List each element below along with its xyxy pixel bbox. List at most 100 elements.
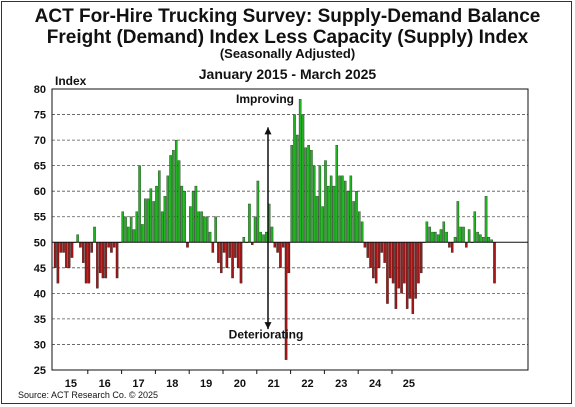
bar (211, 242, 215, 253)
y-tick-label: 25 (34, 365, 46, 377)
annotation-deteriorating: Deteriorating (229, 327, 304, 341)
bar (439, 229, 443, 243)
bar (290, 145, 293, 243)
bar (163, 196, 167, 243)
bar (327, 185, 330, 243)
bar (369, 242, 372, 268)
bar (138, 165, 141, 243)
bar (104, 242, 108, 279)
bar (465, 242, 468, 248)
bar (112, 242, 116, 248)
annotation-improving: Improving (236, 92, 294, 106)
bar (335, 145, 339, 243)
bar (180, 185, 184, 243)
bar (124, 216, 127, 243)
bar (434, 231, 437, 243)
bar (310, 150, 313, 243)
bar (380, 242, 384, 253)
bar (346, 191, 350, 243)
bar (236, 242, 240, 268)
bar (152, 201, 155, 243)
bar (343, 180, 347, 243)
annotation-arrow-head-down (264, 322, 272, 330)
bar (341, 175, 344, 243)
y-axis-label: Index (55, 74, 87, 88)
bar (121, 211, 124, 243)
bar (183, 191, 186, 243)
bar (276, 242, 279, 253)
bar (172, 150, 175, 243)
bar (405, 242, 409, 309)
x-tick-label: 18 (166, 378, 178, 390)
bar (248, 203, 251, 243)
bar (366, 242, 370, 258)
bar (304, 147, 308, 243)
bar (456, 201, 460, 243)
bar (403, 242, 406, 284)
bar (200, 211, 203, 243)
bar (445, 231, 448, 243)
bar (448, 242, 451, 248)
y-tick-label: 40 (34, 288, 46, 300)
bar (242, 237, 246, 243)
bar (76, 234, 79, 243)
x-tick-label: 19 (200, 378, 212, 390)
bar (391, 242, 395, 284)
bar (298, 99, 302, 243)
bar (358, 211, 361, 243)
bar (132, 229, 136, 243)
bar (329, 175, 333, 243)
bar (481, 237, 485, 243)
bar (115, 242, 119, 279)
bar (459, 226, 462, 243)
bar (208, 231, 212, 243)
y-tick-label: 45 (34, 263, 46, 275)
x-tick-label: 21 (268, 378, 280, 390)
bar (332, 185, 336, 243)
x-tick-label: 20 (234, 378, 246, 390)
bar (98, 242, 102, 274)
bar (374, 242, 378, 284)
bar (450, 242, 454, 253)
bar (397, 242, 400, 289)
bar (324, 160, 327, 243)
bar (428, 226, 431, 243)
y-tick-label: 50 (34, 237, 46, 249)
bar (96, 242, 99, 289)
bar (442, 221, 446, 243)
x-tick-label: 24 (369, 378, 382, 390)
bar (228, 242, 231, 258)
bar (386, 242, 389, 304)
bar (239, 242, 243, 284)
bar (155, 185, 158, 243)
bar (253, 216, 257, 243)
bar (425, 221, 429, 243)
bar (281, 242, 285, 248)
x-tick-label: 23 (335, 378, 347, 390)
bar (400, 242, 403, 294)
bar (318, 165, 322, 243)
bar (203, 216, 206, 243)
bar (135, 211, 139, 243)
bar (414, 242, 417, 299)
bar (56, 242, 60, 284)
bar (127, 226, 130, 243)
chart-subtitle: (Seasonally Adjusted) (219, 46, 356, 61)
bar (90, 242, 93, 253)
bar (110, 242, 113, 253)
source-note: Source: ACT Research Co. © 2025 (18, 390, 159, 400)
bar (222, 242, 226, 253)
x-tick-label: 25 (403, 378, 415, 390)
bar (205, 216, 209, 243)
bar (462, 226, 465, 243)
chart-title-line1: ACT For-Hire Trucking Survey: Supply-Dem… (34, 6, 541, 27)
x-tick-label: 22 (301, 378, 313, 390)
bar (420, 242, 423, 274)
bar (307, 145, 310, 243)
bar (70, 242, 74, 258)
bar (284, 242, 288, 360)
bar (473, 211, 477, 243)
bar (93, 226, 96, 243)
y-tick-label: 65 (34, 161, 46, 173)
